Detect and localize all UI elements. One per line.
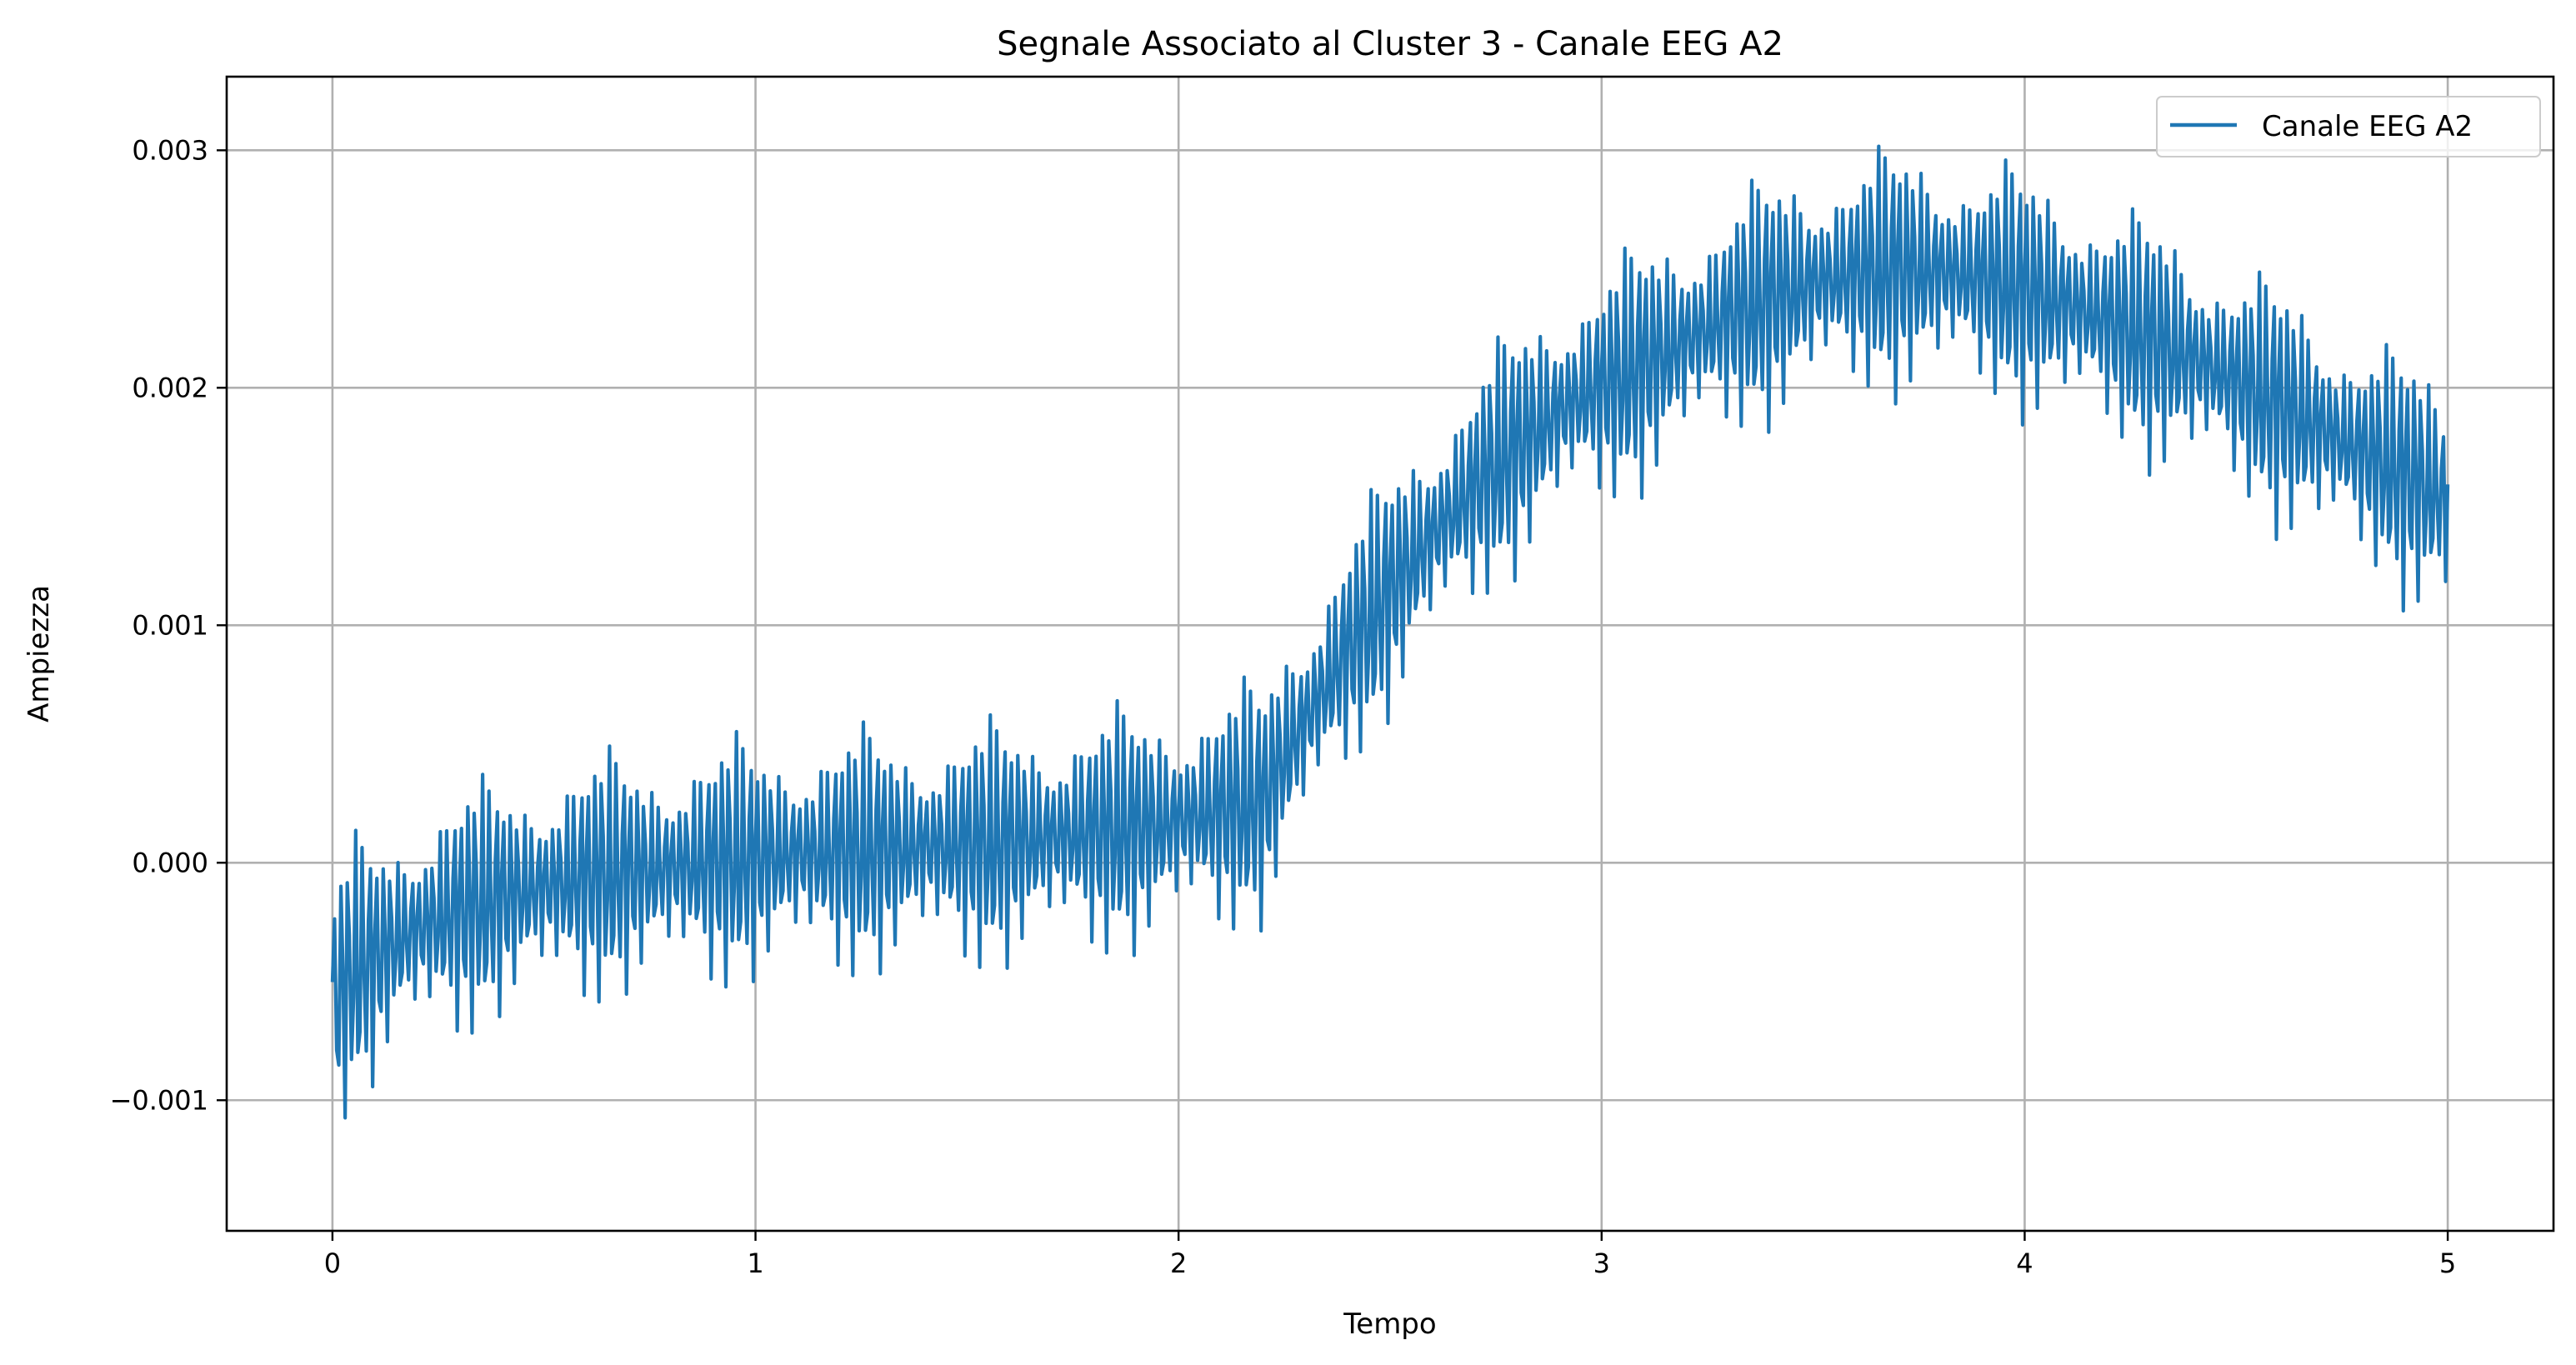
x-tick-label: 4	[2016, 1248, 2033, 1279]
chart-title: Segnale Associato al Cluster 3 - Canale …	[997, 25, 1783, 63]
y-tick-label: 0.000	[132, 847, 208, 878]
series-layer	[330, 144, 2450, 1120]
x-axis-label: Tempo	[1343, 1308, 1436, 1341]
y-tick-label: 0.001	[132, 609, 208, 641]
plot-frame	[225, 75, 2555, 1232]
x-tick-label: 1	[747, 1248, 763, 1279]
legend-label: Canale EEG A2	[2262, 110, 2473, 143]
legend: Canale EEG A2	[2156, 96, 2541, 158]
y-tick-label: 0.002	[132, 372, 208, 403]
x-tick-label: 2	[1170, 1248, 1187, 1279]
x-tick-label: 3	[1593, 1248, 1610, 1279]
y-tick-label: 0.003	[132, 134, 208, 166]
legend-box	[2156, 96, 2541, 158]
y-tick-label: −0.001	[110, 1084, 208, 1116]
x-tick-label: 0	[324, 1248, 341, 1279]
y-axis-ticks: −0.001 0.000 0.001 0.002 0.003	[110, 134, 227, 1116]
x-axis-ticks: 0 1 2 3 4 5	[324, 1231, 2456, 1279]
series-line-0	[330, 144, 2450, 1120]
x-tick-label: 5	[2439, 1248, 2456, 1279]
y-axis-label: Ampiezza	[23, 585, 56, 722]
